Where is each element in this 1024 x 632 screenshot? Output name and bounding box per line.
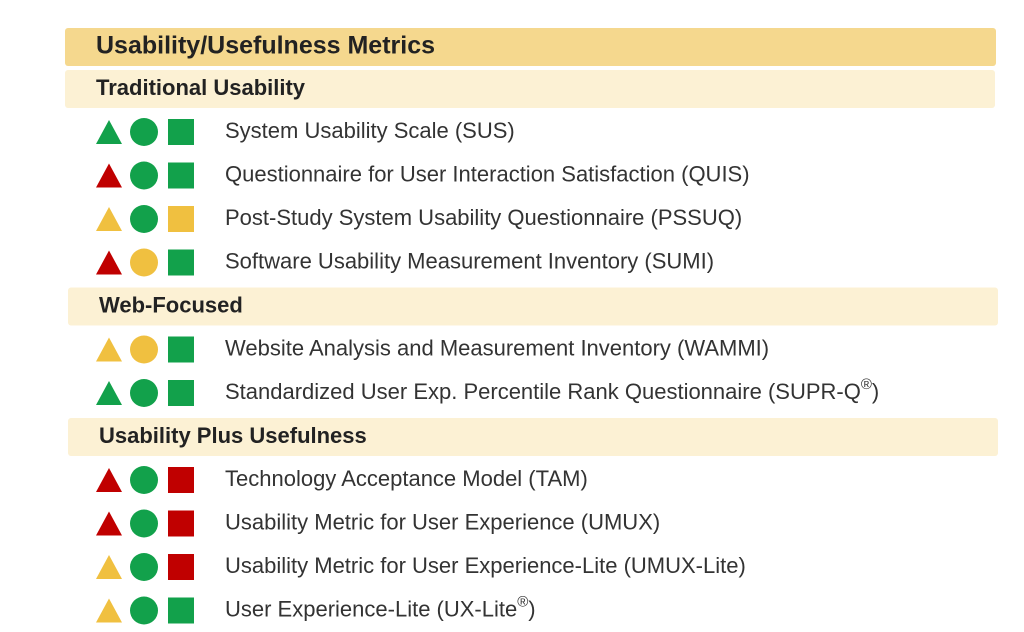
circle-icon: [130, 509, 158, 538]
section-bar: [65, 70, 995, 108]
square-icon: [168, 380, 194, 406]
item-label: User Experience-Lite (UX-Lite®): [225, 593, 536, 621]
triangle-icon: [96, 207, 122, 231]
item-text: Post-Study System Usability Questionnair…: [225, 205, 742, 230]
triangle-icon: [96, 163, 122, 188]
section-title: Web-Focused: [99, 292, 243, 317]
square-icon: [168, 162, 194, 189]
triangle-icon: [96, 511, 122, 536]
square-icon: [168, 467, 194, 493]
circle-icon: [130, 379, 158, 407]
item-text: User Experience-Lite (UX-Lite: [225, 596, 517, 621]
title: Usability/Usefulness Metrics: [96, 32, 435, 60]
square-icon: [168, 336, 194, 363]
item-label: Standardized User Exp. Percentile Rank Q…: [225, 376, 879, 404]
item-text: System Usability Scale (SUS): [225, 118, 515, 143]
triangle-icon: [96, 381, 122, 405]
registered-mark: ®: [517, 593, 528, 610]
item-label: Website Analysis and Measurement Invento…: [225, 335, 769, 360]
title-bar: [65, 28, 996, 66]
circle-icon: [130, 118, 158, 146]
circle-icon: [130, 335, 158, 364]
circle-icon: [130, 466, 158, 494]
item-label: Usability Metric for User Experience (UM…: [225, 509, 660, 534]
circle-icon: [130, 248, 158, 277]
circle-icon: [130, 553, 158, 581]
item-text: Usability Metric for User Experience-Lit…: [225, 553, 746, 578]
triangle-icon: [96, 120, 122, 144]
triangle-icon: [96, 250, 122, 275]
item-label: Post-Study System Usability Questionnair…: [225, 205, 742, 230]
item-tail: ): [528, 596, 535, 621]
triangle-icon: [96, 337, 122, 362]
triangle-icon: [96, 555, 122, 579]
circle-icon: [130, 161, 158, 190]
section-title: Traditional Usability: [96, 75, 306, 100]
item-text: Questionnaire for User Interaction Satis…: [225, 161, 750, 186]
item-label: Technology Acceptance Model (TAM): [225, 466, 588, 491]
circle-icon: [130, 596, 158, 625]
square-icon: [168, 554, 194, 580]
item-label: Usability Metric for User Experience-Lit…: [225, 553, 746, 578]
circle-icon: [130, 205, 158, 233]
square-icon: [168, 206, 194, 232]
section-bar: [68, 287, 998, 326]
item-tail: ): [872, 379, 879, 404]
registered-mark: ®: [861, 376, 872, 393]
item-text: Website Analysis and Measurement Invento…: [225, 335, 769, 360]
section-bar: [68, 418, 998, 456]
item-label: System Usability Scale (SUS): [225, 118, 515, 143]
item-text: Standardized User Exp. Percentile Rank Q…: [225, 379, 861, 404]
square-icon: [168, 249, 194, 276]
square-icon: [168, 597, 194, 624]
item-text: Usability Metric for User Experience (UM…: [225, 509, 660, 534]
square-icon: [168, 119, 194, 145]
triangle-icon: [96, 468, 122, 492]
item-text: Technology Acceptance Model (TAM): [225, 466, 588, 491]
item-text: Software Usability Measurement Inventory…: [225, 248, 714, 273]
triangle-icon: [96, 598, 122, 623]
item-label: Questionnaire for User Interaction Satis…: [225, 161, 750, 186]
item-label: Software Usability Measurement Inventory…: [225, 248, 714, 273]
section-title: Usability Plus Usefulness: [99, 423, 367, 448]
square-icon: [168, 510, 194, 537]
